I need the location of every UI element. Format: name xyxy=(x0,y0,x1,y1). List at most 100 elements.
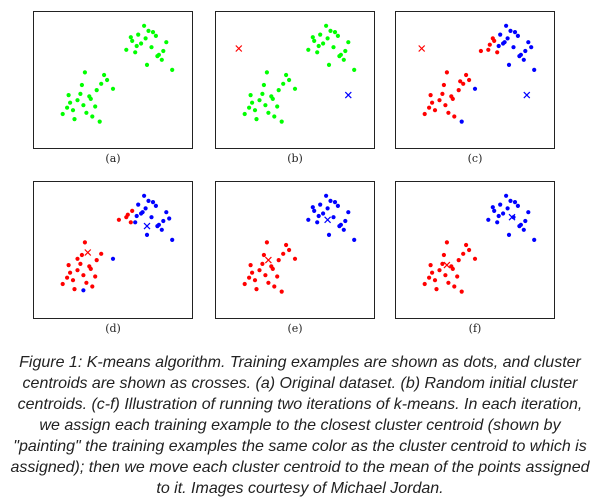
data-point xyxy=(93,104,98,109)
data-point xyxy=(66,263,71,268)
data-point xyxy=(532,237,537,242)
data-point xyxy=(504,193,509,198)
data-point xyxy=(155,54,160,59)
panel-e: (e) xyxy=(215,181,375,335)
data-point xyxy=(337,224,342,229)
data-point xyxy=(529,45,534,50)
data-point xyxy=(142,193,147,198)
data-point xyxy=(478,48,483,54)
data-point xyxy=(506,62,512,67)
data-point xyxy=(247,105,252,110)
data-point xyxy=(161,48,166,54)
data-point xyxy=(428,263,433,268)
figure-caption: Figure 1: K-means algorithm. Training ex… xyxy=(10,354,590,497)
data-point xyxy=(508,28,513,33)
data-point xyxy=(292,256,298,261)
data-point xyxy=(332,200,338,205)
data-point xyxy=(90,284,95,289)
data-point xyxy=(79,252,84,258)
data-point xyxy=(260,261,265,266)
data-point xyxy=(167,216,172,221)
data-point xyxy=(84,110,89,115)
data-point xyxy=(248,263,253,268)
data-point xyxy=(276,258,281,263)
data-point xyxy=(472,86,478,91)
data-point xyxy=(82,70,87,75)
data-point xyxy=(456,88,461,93)
data-point xyxy=(146,198,151,203)
data-point xyxy=(444,240,449,245)
data-point xyxy=(318,32,323,37)
data-point xyxy=(130,208,135,213)
centroid-cross-d-1 xyxy=(143,222,151,230)
data-point xyxy=(150,30,156,35)
data-point xyxy=(292,86,298,91)
data-point xyxy=(161,218,166,224)
data-point xyxy=(78,91,83,96)
data-point xyxy=(332,30,338,35)
data-point xyxy=(490,36,495,41)
data-point xyxy=(65,105,70,110)
data-point xyxy=(99,81,104,86)
data-point xyxy=(328,198,333,203)
plot-frame xyxy=(33,181,193,319)
data-point xyxy=(155,224,160,229)
data-point xyxy=(60,281,65,287)
data-point xyxy=(276,88,281,93)
data-point xyxy=(486,217,491,222)
scatter-plot-b xyxy=(215,11,375,149)
data-point xyxy=(521,57,526,62)
data-point xyxy=(143,36,148,41)
data-point xyxy=(134,213,139,219)
centroid-cross-e-1 xyxy=(324,216,332,224)
data-point xyxy=(498,202,503,207)
centroid-cross-c-0 xyxy=(418,45,426,52)
data-point xyxy=(512,30,518,35)
scatter-plot-e xyxy=(215,181,375,319)
data-point xyxy=(343,48,348,54)
data-point xyxy=(153,203,158,208)
scatter-plot-c xyxy=(395,11,555,149)
data-point xyxy=(250,100,255,105)
data-point xyxy=(248,93,253,98)
panel-label-b: (b) xyxy=(287,152,303,165)
data-point xyxy=(450,266,455,271)
data-point xyxy=(94,88,99,93)
data-point xyxy=(79,82,84,88)
data-point xyxy=(72,287,77,292)
data-point xyxy=(149,215,154,220)
data-point xyxy=(501,211,506,216)
data-point xyxy=(254,117,259,122)
data-point xyxy=(146,28,151,33)
data-point xyxy=(352,67,357,72)
data-point xyxy=(455,274,460,279)
data-point xyxy=(325,206,330,211)
data-point xyxy=(315,50,320,55)
data-point xyxy=(140,210,145,215)
data-point xyxy=(452,284,457,289)
data-point xyxy=(170,67,175,72)
data-point xyxy=(130,38,135,43)
data-point xyxy=(164,40,169,45)
data-point xyxy=(352,237,357,242)
data-point xyxy=(335,33,340,38)
data-point xyxy=(81,103,86,108)
data-point xyxy=(337,54,342,59)
data-point xyxy=(170,237,175,242)
data-point xyxy=(281,81,286,86)
data-point xyxy=(486,47,491,52)
data-point xyxy=(343,218,348,224)
data-point xyxy=(72,117,77,122)
data-point xyxy=(321,41,326,46)
data-point xyxy=(88,96,93,101)
data-point xyxy=(254,287,259,292)
data-point xyxy=(450,96,455,101)
plot-frame xyxy=(395,11,555,149)
data-point xyxy=(272,114,277,119)
data-point xyxy=(247,275,252,280)
data-point xyxy=(532,67,537,72)
data-point xyxy=(159,57,164,62)
data-point xyxy=(452,114,457,119)
data-point xyxy=(310,35,315,40)
data-point xyxy=(287,77,292,83)
